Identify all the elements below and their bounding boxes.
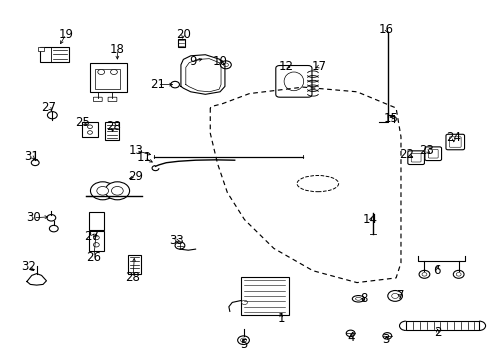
Text: 27: 27 <box>41 101 56 114</box>
FancyBboxPatch shape <box>89 212 103 230</box>
Circle shape <box>175 242 184 249</box>
Text: 2: 2 <box>433 327 441 339</box>
FancyBboxPatch shape <box>177 39 185 47</box>
FancyBboxPatch shape <box>427 149 437 158</box>
Circle shape <box>98 69 104 75</box>
Circle shape <box>387 291 402 301</box>
Text: 29: 29 <box>128 170 143 183</box>
Text: 7: 7 <box>396 289 404 302</box>
Text: 23: 23 <box>418 144 433 157</box>
Text: 21: 21 <box>150 78 164 91</box>
Circle shape <box>220 61 231 69</box>
Circle shape <box>49 225 58 232</box>
Text: 25: 25 <box>75 116 89 129</box>
Text: 33: 33 <box>169 234 184 247</box>
FancyBboxPatch shape <box>82 122 98 137</box>
Circle shape <box>47 112 57 119</box>
Ellipse shape <box>297 175 338 192</box>
FancyBboxPatch shape <box>128 255 141 274</box>
Text: 15: 15 <box>383 112 398 125</box>
Ellipse shape <box>351 296 364 302</box>
FancyBboxPatch shape <box>40 47 69 62</box>
FancyBboxPatch shape <box>445 134 464 150</box>
Text: 28: 28 <box>125 271 140 284</box>
Circle shape <box>87 125 92 129</box>
Circle shape <box>111 186 123 195</box>
Circle shape <box>391 293 398 298</box>
Circle shape <box>346 330 354 337</box>
Circle shape <box>237 336 249 345</box>
FancyBboxPatch shape <box>105 122 119 140</box>
Circle shape <box>170 81 179 88</box>
Circle shape <box>418 270 429 278</box>
FancyBboxPatch shape <box>108 97 117 102</box>
FancyBboxPatch shape <box>89 231 103 251</box>
Ellipse shape <box>284 72 303 91</box>
Circle shape <box>240 338 246 342</box>
FancyBboxPatch shape <box>93 97 102 102</box>
Text: 12: 12 <box>278 60 293 73</box>
Text: 11: 11 <box>137 151 151 164</box>
Text: 22: 22 <box>399 148 413 161</box>
Ellipse shape <box>355 297 361 300</box>
Text: 16: 16 <box>378 23 393 36</box>
Circle shape <box>97 186 108 195</box>
Text: 26: 26 <box>86 251 101 264</box>
FancyBboxPatch shape <box>424 147 441 161</box>
Text: 4: 4 <box>346 331 354 344</box>
Text: 18: 18 <box>110 43 124 56</box>
Text: 5: 5 <box>239 338 247 351</box>
Circle shape <box>93 243 99 247</box>
Text: 13: 13 <box>128 144 143 157</box>
FancyBboxPatch shape <box>90 63 127 92</box>
Text: 14: 14 <box>363 213 377 226</box>
Circle shape <box>452 270 463 278</box>
Circle shape <box>421 273 426 276</box>
FancyBboxPatch shape <box>275 66 311 97</box>
FancyBboxPatch shape <box>410 153 420 162</box>
FancyBboxPatch shape <box>448 137 460 147</box>
Circle shape <box>31 160 39 166</box>
Text: 20: 20 <box>176 28 190 41</box>
Text: 24: 24 <box>446 131 460 144</box>
FancyBboxPatch shape <box>407 151 424 165</box>
Text: 3: 3 <box>382 333 389 346</box>
Text: 31: 31 <box>24 150 39 163</box>
Text: 19: 19 <box>59 28 73 41</box>
Text: 6: 6 <box>432 264 440 276</box>
FancyBboxPatch shape <box>95 69 120 89</box>
Text: 30: 30 <box>26 211 41 224</box>
Text: 9: 9 <box>189 55 197 68</box>
Circle shape <box>87 131 92 134</box>
Circle shape <box>93 235 99 240</box>
Circle shape <box>223 63 228 67</box>
Text: 27: 27 <box>84 230 99 243</box>
Text: 1: 1 <box>277 312 285 325</box>
FancyBboxPatch shape <box>38 47 43 51</box>
Text: 32: 32 <box>21 260 36 273</box>
Circle shape <box>382 333 391 339</box>
Circle shape <box>47 215 56 221</box>
Circle shape <box>241 300 247 305</box>
Text: 28: 28 <box>106 120 121 133</box>
Circle shape <box>90 182 115 200</box>
Circle shape <box>455 273 460 276</box>
Circle shape <box>105 182 129 200</box>
Text: 10: 10 <box>212 55 227 68</box>
Text: 17: 17 <box>311 60 325 73</box>
Text: 8: 8 <box>360 292 367 305</box>
FancyBboxPatch shape <box>240 277 288 315</box>
Circle shape <box>110 69 117 75</box>
